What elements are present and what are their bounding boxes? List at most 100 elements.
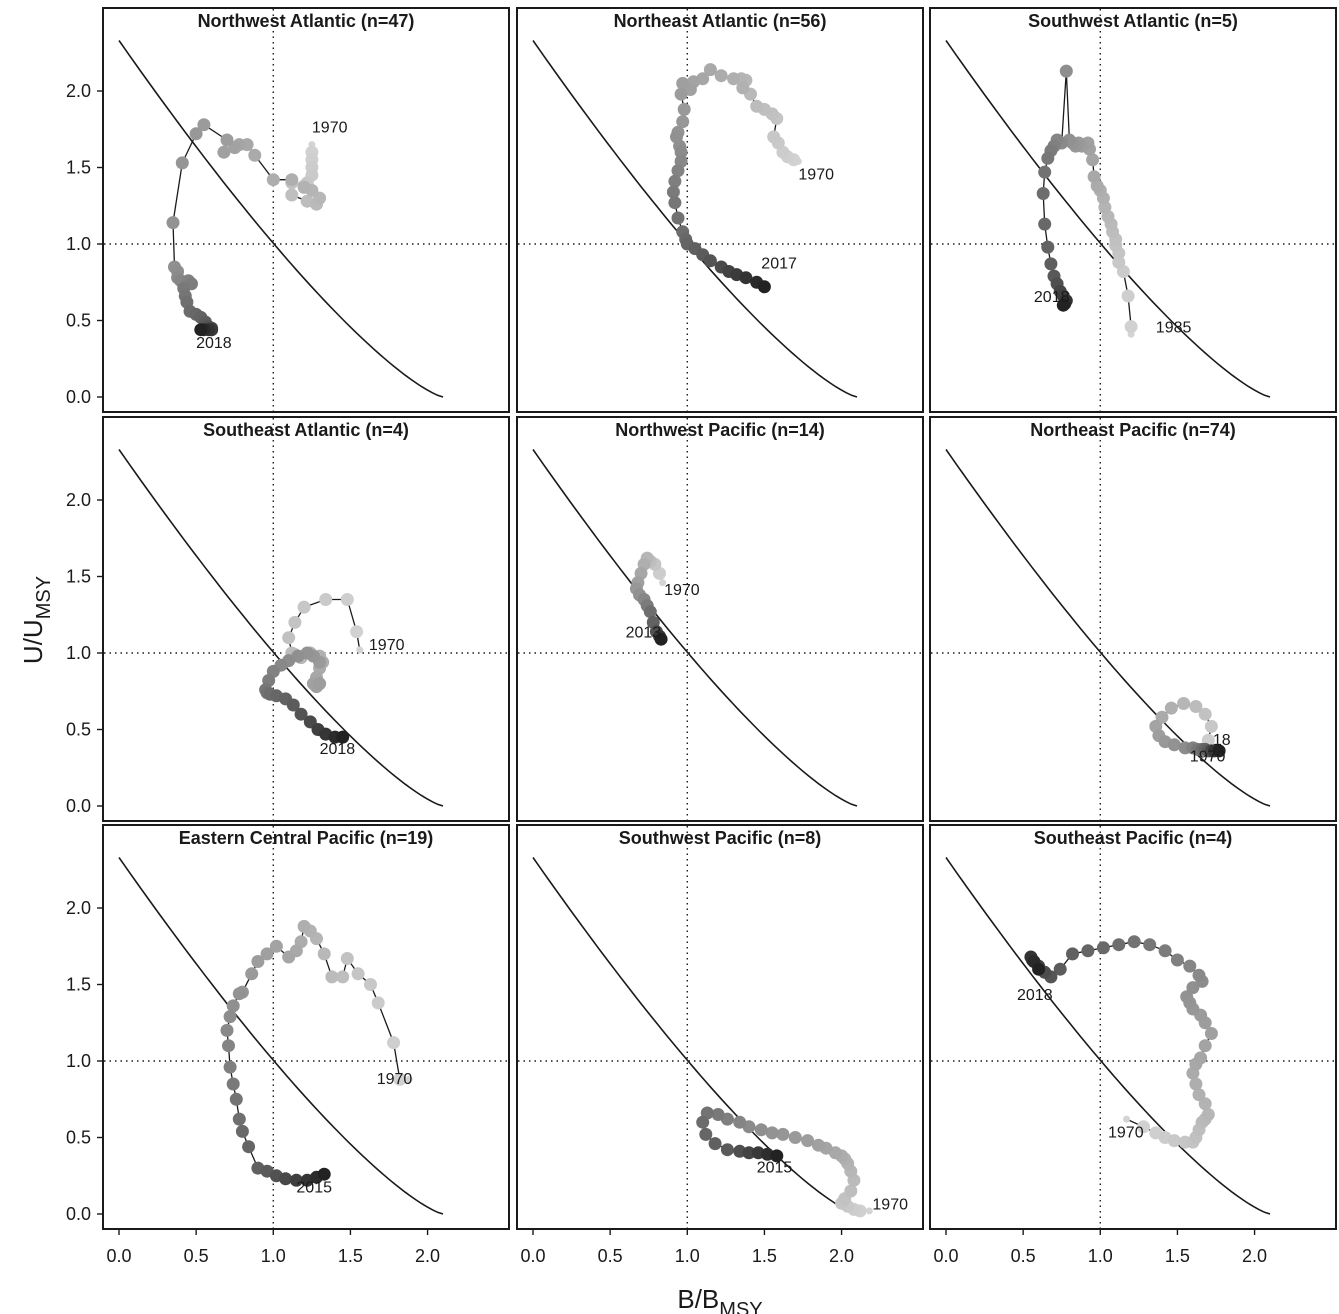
x-tick-label: 2.0 [415, 1246, 440, 1266]
x-axis-ticks: 0.0 0.5 1.0 1.5 2.0 0.0 0.5 1.0 1.5 2.0 0.0 0.5 1.0 1… [106, 1229, 1267, 1266]
msy-curve [945, 40, 1271, 398]
panel-title: Southwest Pacific (n=8) [619, 828, 822, 848]
trajectory-point [1127, 935, 1141, 949]
trajectory-point [297, 919, 311, 933]
trajectory-point [1038, 217, 1052, 231]
panel-title: Northeast Pacific (n=74) [1030, 420, 1236, 440]
panel-3: 1985 2018 Southwest Atlantic (n=5) [929, 7, 1337, 413]
trajectory-point [317, 1167, 331, 1181]
y-tick-label: 0.0 [66, 387, 91, 407]
panel-frame [102, 7, 510, 413]
panels-grid: 1970 2018 Northwest Atlantic (n=47) 1970 201… [102, 7, 1337, 1230]
trajectory-point [1189, 700, 1203, 713]
x-axis-label-main: B/B [677, 1284, 719, 1314]
trajectory-point [1044, 257, 1058, 271]
trajectory-point [1201, 1108, 1215, 1121]
trajectory-point [245, 967, 259, 981]
trajectory-point [235, 1124, 249, 1138]
trajectory-point [1112, 255, 1126, 269]
trajectory-point [1167, 1134, 1181, 1148]
x-tick-label: 1.0 [261, 1246, 286, 1266]
trajectory-point [671, 211, 685, 225]
msy-curve [945, 857, 1271, 1215]
trajectory-point [325, 970, 339, 984]
msy-curve [118, 857, 444, 1215]
trajectory-point [232, 987, 246, 1001]
trajectory-point [317, 947, 331, 961]
trajectory-point [1087, 170, 1101, 184]
trajectory-point [232, 1112, 246, 1126]
trajectory-point [1066, 947, 1079, 961]
trajectory-point [703, 63, 717, 77]
trajectory-point [865, 1207, 873, 1215]
trajectory-point [288, 615, 302, 629]
trajectory-point [733, 1115, 747, 1129]
trajectory-point [351, 967, 365, 981]
trajectory-point [674, 87, 688, 101]
trajectory-point [220, 1023, 234, 1037]
panel-title: Southwest Atlantic (n=5) [1028, 11, 1238, 31]
panel-title: Northwest Atlantic (n=47) [198, 11, 415, 31]
y-tick-label: 1.0 [66, 643, 91, 663]
trajectory-point [1192, 968, 1206, 982]
trajectory-point [674, 145, 688, 159]
y-axis-ticks: 0.0 0.5 1.0 1.5 2.0 0.0 0.5 1.0 1.5 2.0 0.0 0.5 1.0 1… [66, 81, 103, 1224]
trajectory-point [279, 1172, 293, 1186]
trajectory-point [1158, 944, 1172, 958]
trajectory-point [393, 1072, 407, 1086]
x-axis-label: B/BMSY [677, 1284, 762, 1314]
panel-frame [929, 7, 1337, 413]
trajectory-point [319, 593, 333, 606]
trajectory-point [1041, 240, 1055, 254]
panel-frame [102, 824, 510, 1230]
x-axis-label-subscript: MSY [719, 1299, 762, 1314]
panel-frame [929, 824, 1337, 1230]
trajectory-point [1096, 941, 1110, 955]
msy-curve [945, 449, 1271, 807]
trajectory-point [699, 1127, 713, 1141]
trajectory-point [1041, 151, 1055, 165]
x-tick-label: 0.0 [106, 1246, 131, 1266]
trajectory-point [197, 118, 211, 132]
panel-frame [929, 416, 1337, 822]
trajectory-point [222, 1039, 235, 1053]
trajectory-point [189, 127, 203, 141]
trajectory-point [242, 1140, 256, 1154]
year-label: 1985 [1156, 320, 1192, 337]
trajectory-point [194, 323, 208, 337]
y-tick-label: 1.0 [66, 234, 91, 254]
trajectory-point [1198, 1039, 1212, 1053]
trajectory-point [666, 185, 680, 199]
trajectory-point [350, 625, 364, 639]
trajectory-point [1180, 990, 1194, 1004]
year-label: 2015 [757, 1160, 793, 1177]
trajectory-point [266, 173, 280, 187]
panel-title: Southeast Atlantic (n=4) [203, 420, 409, 440]
trajectory-point [313, 677, 327, 691]
panel-frame [516, 416, 924, 822]
y-tick-label: 1.0 [66, 1051, 91, 1071]
trajectory-point [1059, 64, 1073, 78]
trajectory-point [1192, 1088, 1206, 1102]
trajectory-point [229, 1092, 243, 1106]
x-tick-label: 1.5 [338, 1246, 363, 1266]
y-tick-label: 1.5 [66, 975, 91, 995]
trajectory-point [364, 978, 377, 991]
msy-curve [532, 449, 858, 807]
panel-title: Northeast Atlantic (n=56) [614, 11, 827, 31]
trajectory-point [248, 148, 262, 162]
y-axis-label-subscript: MSY [33, 576, 55, 619]
y-tick-label: 0.0 [66, 1204, 91, 1224]
year-label: 1970 [872, 1196, 908, 1213]
trajectory-point [1164, 701, 1178, 715]
year-label: 1970 [369, 637, 405, 654]
year-label: 2015 [296, 1180, 332, 1197]
trajectory-point [1056, 298, 1070, 312]
trajectory-point [217, 145, 231, 159]
x-tick-label: 1.5 [1165, 1246, 1190, 1266]
x-tick-label: 2.0 [1242, 1246, 1267, 1266]
trajectory-point [776, 1127, 790, 1141]
year-label: 18 [1213, 732, 1231, 749]
